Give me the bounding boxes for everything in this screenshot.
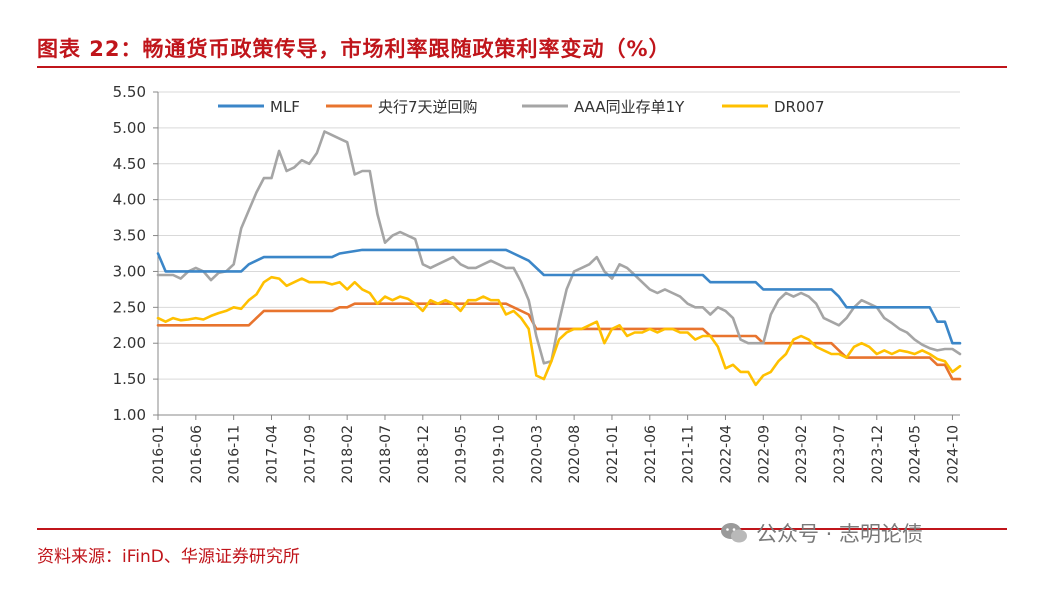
y-tick-label: 1.00 xyxy=(113,406,146,424)
chart-title: 图表 22：畅通货币政策传导，市场利率跟随政策利率变动（%） xyxy=(37,37,671,61)
x-tick-label: 2022-09 xyxy=(756,425,772,484)
x-tick-label: 2024-05 xyxy=(908,425,924,484)
legend-label: DR007 xyxy=(774,98,825,116)
x-tick-label: 2022-04 xyxy=(718,425,734,484)
legend-label: 央行7天逆回购 xyxy=(378,98,478,116)
y-tick-label: 5.00 xyxy=(113,119,146,137)
watermark-text: 公众号 · 志明论债 xyxy=(756,522,924,546)
x-tick-label: 2023-02 xyxy=(794,425,810,484)
series-line-1 xyxy=(156,302,962,381)
source-note: 资料来源：iFinD、华源证券研究所 xyxy=(37,547,300,567)
x-tick-label: 2020-08 xyxy=(567,425,583,484)
legend-label: MLF xyxy=(270,98,300,116)
x-tick-label: 2023-12 xyxy=(870,425,886,484)
gridlines xyxy=(158,91,960,380)
y-tick-label: 5.50 xyxy=(113,83,146,101)
x-tick-label: 2023-07 xyxy=(832,425,848,484)
series-lines xyxy=(156,130,962,387)
x-tick-labels: 2016-01 2016-06 2016-11 2017-04 2017-09 2018-… xyxy=(151,425,961,484)
y-tick-label: 2.50 xyxy=(113,298,146,316)
x-tick-label: 2024-10 xyxy=(945,425,961,484)
series-line-2 xyxy=(156,130,962,365)
x-tick-label: 2018-12 xyxy=(416,425,432,484)
title-rule xyxy=(37,66,1007,68)
y-tick-label: 3.50 xyxy=(113,227,146,245)
y-tick-label: 4.00 xyxy=(113,191,146,209)
x-tick-label: 2016-11 xyxy=(227,425,243,484)
watermark: 公众号 · 志明论债 xyxy=(720,518,923,548)
x-tick-label: 2018-07 xyxy=(378,425,394,484)
x-tick-label: 2021-06 xyxy=(643,425,659,484)
x-tick-label: 2016-06 xyxy=(189,425,205,484)
y-tick-label: 2.00 xyxy=(113,334,146,352)
x-tick-label: 2020-03 xyxy=(529,425,545,484)
y-tick-labels: 5.50 5.00 4.50 4.00 3.50 3.00 2.50 2.00 1.50 1.00 xyxy=(113,83,146,424)
x-tick-label: 2021-11 xyxy=(681,425,697,484)
series-line-0 xyxy=(156,248,962,345)
y-tick-label: 3.00 xyxy=(113,262,146,280)
legend-label: AAA同业存单1Y xyxy=(574,98,685,116)
footer-rule xyxy=(37,528,1007,530)
x-tick-label: 2019-05 xyxy=(454,425,470,484)
legend: MLF 央行7天逆回购 AAA同业存单1Y DR007 xyxy=(218,98,825,116)
series-line-3 xyxy=(156,275,962,387)
x-tick-label: 2017-09 xyxy=(302,425,318,484)
x-tick-label: 2017-04 xyxy=(264,425,280,484)
wechat-icon xyxy=(721,523,747,543)
x-tick-label: 2016-01 xyxy=(151,425,167,484)
y-tick-label: 4.50 xyxy=(113,155,146,173)
x-tick-label: 2018-02 xyxy=(340,425,356,484)
x-tick-label: 2021-01 xyxy=(605,425,621,484)
x-tick-label: 2019-10 xyxy=(491,425,507,484)
y-tick-label: 1.50 xyxy=(113,370,146,388)
